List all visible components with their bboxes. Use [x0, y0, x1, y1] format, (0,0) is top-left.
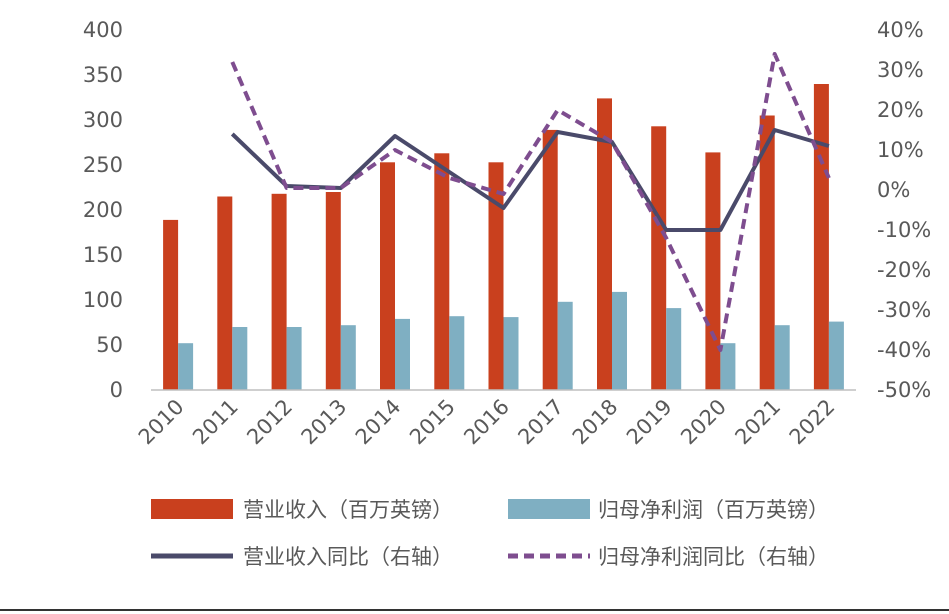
bar-revenue-2013 [325, 192, 341, 390]
legend: 营业收入（百万英镑） 归母净利润（百万英镑） 营业收入同比（右轴） 归母净利润同… [151, 498, 829, 569]
bar-revenue-2012 [271, 193, 287, 390]
right-tick-label: -10% [877, 218, 931, 242]
legend-item-net-profit: 归母净利润（百万英镑） [508, 498, 829, 522]
left-tick-label: 200 [83, 198, 123, 222]
bar-revenue-2016 [488, 162, 504, 390]
legend-label-net-profit: 归母净利润（百万英镑） [598, 498, 829, 522]
bar-revenue-2011 [217, 196, 233, 390]
legend-label-net-profit-yoy: 归母净利润同比（右轴） [598, 545, 829, 569]
bar-net-profit-2022 [828, 321, 844, 390]
x-tick-label: 2016 [459, 395, 514, 450]
x-tick-label: 2010 [134, 395, 189, 450]
left-tick-label: 300 [83, 108, 123, 132]
bar-net-profit-2014 [395, 318, 410, 390]
bar-net-profit-2012 [286, 327, 302, 390]
left-axis-ticks: 0 50 100 150 200 250 300 350 400 [83, 18, 123, 402]
legend-swatch-revenue [151, 499, 233, 519]
x-tick-label: 2021 [730, 395, 785, 450]
legend-swatch-net-profit [508, 499, 590, 519]
left-tick-label: 100 [83, 288, 123, 312]
bar-net-profit-2015 [449, 316, 465, 390]
left-tick-label: 50 [96, 333, 123, 357]
left-tick-label: 250 [83, 153, 123, 177]
right-tick-label: 10% [877, 138, 924, 162]
bar-revenue-2021 [759, 115, 775, 390]
bar-net-profit-2016 [503, 317, 519, 390]
right-tick-label: 20% [877, 98, 924, 122]
x-tick-label: 2018 [568, 395, 623, 450]
x-tick-label: 2015 [405, 395, 460, 450]
bar-revenue-2018 [597, 98, 612, 391]
bar-net-profit-2018 [612, 291, 627, 390]
bar-revenue-2014 [380, 162, 395, 390]
bar-net-profit-2010 [178, 343, 194, 390]
right-tick-label: -50% [877, 378, 931, 402]
bar-revenue-2022 [813, 84, 829, 390]
legend-label-revenue-yoy: 营业收入同比（右轴） [243, 545, 453, 569]
x-tick-label: 2014 [351, 395, 406, 450]
line-revenue-yoy [230, 128, 830, 232]
bar-revenue-2020 [705, 152, 721, 390]
left-tick-label: 400 [83, 18, 123, 42]
legend-label-revenue: 营业收入（百万英镑） [243, 498, 453, 522]
right-tick-label: 0% [877, 178, 910, 202]
right-tick-label: 40% [877, 18, 924, 42]
right-tick-label: 30% [877, 58, 924, 82]
bar-net-profit-2011 [232, 327, 248, 390]
bar-revenue-2019 [651, 126, 667, 391]
x-tick-label: 2013 [297, 395, 352, 450]
bar-net-profit-2019 [666, 308, 682, 390]
bar-revenue-2010 [163, 219, 179, 390]
x-tick-label: 2020 [676, 395, 731, 450]
x-tick-label: 2022 [785, 395, 840, 450]
x-tick-label: 2019 [622, 395, 677, 450]
bar-revenue-2015 [434, 153, 450, 390]
right-tick-label: -30% [877, 298, 931, 322]
left-tick-label: 0 [110, 378, 123, 402]
bar-revenue-2017 [542, 129, 558, 390]
right-tick-label: -40% [877, 338, 931, 362]
bars-layer [163, 84, 844, 391]
bar-net-profit-2013 [340, 325, 356, 390]
x-tick-label: 2017 [513, 395, 568, 450]
legend-item-revenue: 营业收入（百万英镑） [151, 498, 453, 522]
bar-net-profit-2021 [774, 325, 790, 390]
x-tick-label: 2011 [188, 395, 243, 450]
line-net-profit-yoy [230, 52, 831, 352]
right-axis-ticks: -50% -40% -30% -20% -10% 0% 10% 20% 30% 40% [877, 18, 931, 402]
legend-item-revenue-yoy: 营业收入同比（右轴） [151, 545, 453, 569]
left-tick-label: 350 [83, 63, 123, 87]
legend-item-net-profit-yoy: 归母净利润同比（右轴） [508, 545, 829, 569]
x-tick-label: 2012 [242, 395, 297, 450]
right-tick-label: -20% [877, 258, 931, 282]
left-tick-label: 150 [83, 243, 123, 267]
bar-net-profit-2017 [557, 301, 573, 390]
x-axis-ticks: 2010 2011 2012 2013 2014 2015 2016 2017 2018 2019… [134, 395, 840, 450]
lines-layer [230, 52, 831, 352]
bar-net-profit-2020 [720, 343, 736, 390]
